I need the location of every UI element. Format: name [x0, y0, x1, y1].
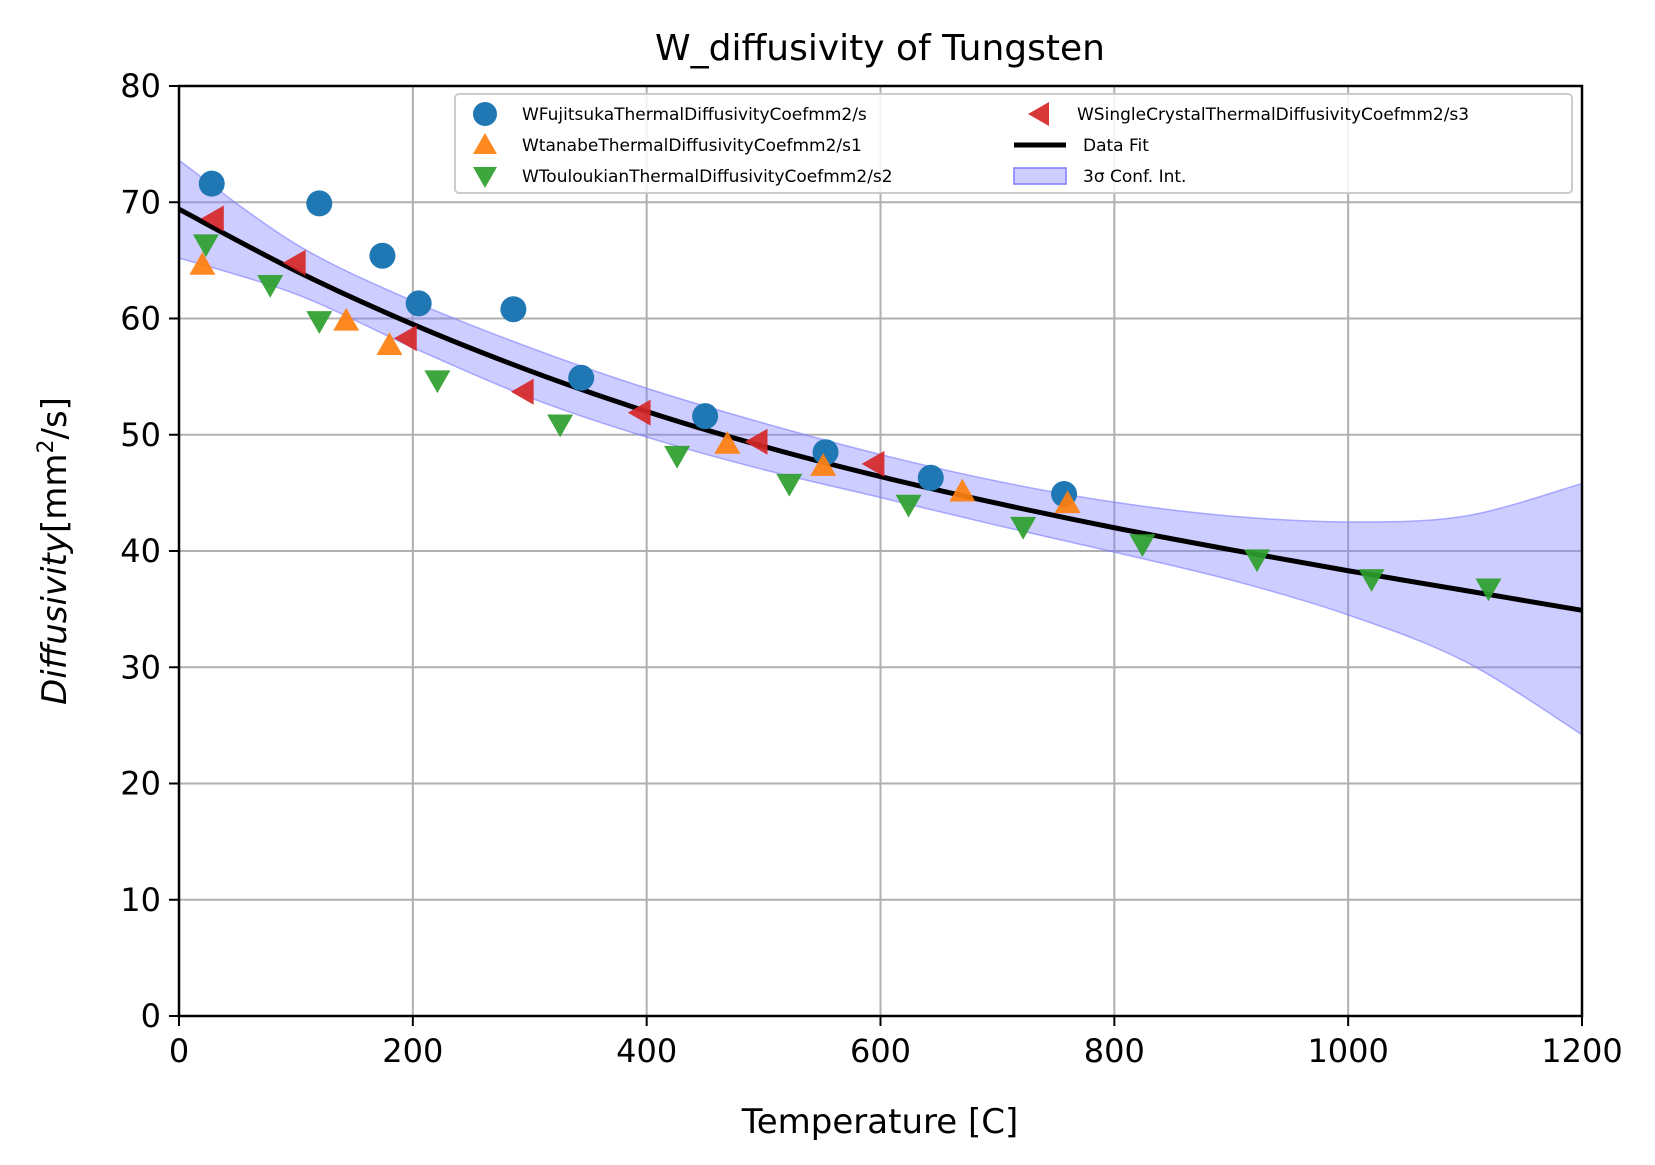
legend-marker-triangle-up	[473, 133, 497, 154]
data-point-triangle-left	[282, 249, 306, 276]
data-point-triangle-left	[201, 205, 224, 232]
x-tick-label: 800	[1084, 1032, 1145, 1070]
data-point-triangle-left	[744, 428, 768, 455]
data-point-circle	[369, 242, 396, 269]
data-point-triangle-down	[664, 445, 691, 469]
legend-label: WtanabeThermalDiffusivityCoefmm2/s1	[522, 136, 862, 156]
data-point-triangle-up	[376, 332, 403, 355]
y-tick-label: 30	[120, 648, 161, 686]
data-point-circle	[306, 190, 333, 217]
data-point-triangle-down	[192, 234, 219, 258]
x-tick-label: 400	[616, 1032, 677, 1070]
data-point-triangle-left	[861, 450, 885, 477]
data-point-circle	[692, 403, 719, 430]
data-point-triangle-down	[1129, 534, 1156, 558]
y-axis-label: Diffusivity[mm2/s]	[34, 397, 75, 705]
data-point-triangle-down	[424, 370, 451, 394]
data-point-triangle-up	[189, 252, 216, 275]
fit-line-layer	[177, 207, 1583, 613]
fit-line	[177, 207, 1583, 613]
chart-title: W_diffusivity of Tungsten	[655, 28, 1105, 69]
x-tick-label: 200	[382, 1032, 443, 1070]
x-tick-label: 600	[850, 1032, 911, 1070]
y-tick-label: 0	[141, 997, 161, 1035]
data-point-triangle-up	[949, 478, 976, 502]
x-axis-label: Temperature [C]	[741, 1102, 1018, 1142]
x-tick-label: 1200	[1541, 1032, 1622, 1070]
y-tick-label: 40	[120, 532, 161, 570]
data-point-triangle-up	[714, 431, 741, 454]
x-tick-label: 1000	[1307, 1032, 1388, 1070]
legend-label: WTouloukianThermalDiffusivityCoefmm2/s2	[522, 167, 893, 187]
data-point-triangle-left	[510, 378, 534, 405]
grid	[178, 85, 1583, 1017]
data-point-triangle-down	[1358, 569, 1385, 592]
y-tick-label: 80	[120, 67, 161, 105]
legend-box	[454, 93, 1573, 194]
y-tick-label: 20	[120, 765, 161, 803]
y-axis-label-sup: 2	[34, 440, 59, 454]
data-point-triangle-down	[257, 275, 284, 298]
data-point-circle	[812, 439, 839, 466]
legend-band-swatch	[1013, 167, 1067, 185]
data-point-circle	[198, 170, 225, 197]
data-point-triangle-down	[776, 473, 803, 497]
legend-label: 3σ Conf. Int.	[1083, 167, 1186, 187]
y-axis-label-unit: [mm	[35, 454, 75, 534]
data-point-triangle-left	[627, 399, 651, 426]
data-point-triangle-down	[306, 311, 333, 334]
data-point-triangle-up	[333, 307, 360, 331]
axis-ticks: 0 200 400 600 800 1000 1200 0 10 20 30 40 50 60 70 80	[120, 67, 1622, 1070]
data-point-triangle-down	[895, 494, 922, 518]
legend: WFujitsukaThermalDiffusivityCoefmm2/s Wta…	[454, 93, 1573, 194]
y-tick-label: 60	[120, 300, 161, 338]
data-point-triangle-up	[1054, 490, 1081, 514]
y-axis-label-italic: Diffusivity	[35, 532, 75, 705]
data-point-triangle-down	[547, 414, 574, 438]
legend-marker-triangle-down	[473, 167, 497, 188]
data-point-circle	[500, 296, 527, 323]
data-points-layer	[189, 170, 1502, 602]
data-point-circle	[568, 364, 595, 391]
y-tick-label: 50	[120, 416, 161, 454]
data-point-circle	[917, 464, 944, 491]
data-point-triangle-down	[1243, 549, 1270, 573]
data-point-triangle-down	[1475, 578, 1502, 602]
legend-marker-triangle-left	[1028, 102, 1049, 126]
legend-label: Data Fit	[1083, 136, 1149, 156]
data-point-triangle-up	[810, 453, 837, 476]
legend-label: WFujitsukaThermalDiffusivityCoefmm2/s	[522, 105, 867, 125]
y-tick-label: 70	[120, 183, 161, 221]
data-point-triangle-left	[393, 325, 417, 352]
y-tick-label: 10	[120, 881, 161, 919]
data-point-circle	[405, 290, 432, 317]
x-tick-label: 0	[169, 1032, 189, 1070]
data-point-triangle-down	[1010, 516, 1037, 540]
legend-label: WSingleCrystalThermalDiffusivityCoefmm2/…	[1077, 105, 1469, 125]
legend-marker-circle	[473, 102, 497, 126]
y-axis-label-unit-end: /s]	[35, 397, 75, 439]
